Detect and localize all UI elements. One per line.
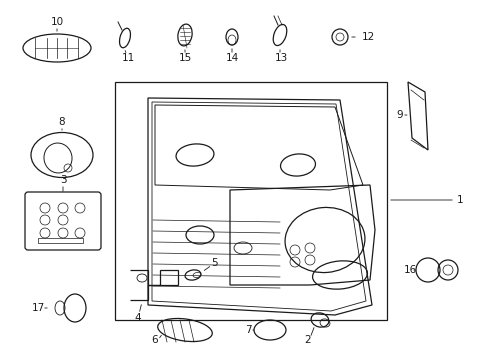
Text: 9: 9 [396,110,403,120]
Text: 3: 3 [60,175,66,185]
Text: 6: 6 [151,335,158,345]
Text: 15: 15 [178,53,191,63]
Text: 16: 16 [403,265,416,275]
Text: 4: 4 [134,313,141,323]
Text: 10: 10 [50,17,63,27]
Bar [115,82,386,320]
Text: 2: 2 [304,335,311,345]
Text: 7: 7 [244,325,251,335]
Text: 8: 8 [59,117,65,127]
Text: 12: 12 [361,32,374,42]
Text: 11: 11 [121,53,134,63]
Text: 13: 13 [274,53,287,63]
Text: 17: 17 [31,303,44,313]
Text: 1: 1 [456,195,462,205]
Text: 14: 14 [225,53,238,63]
Text: 5: 5 [211,258,218,268]
Bar [38,238,83,243]
